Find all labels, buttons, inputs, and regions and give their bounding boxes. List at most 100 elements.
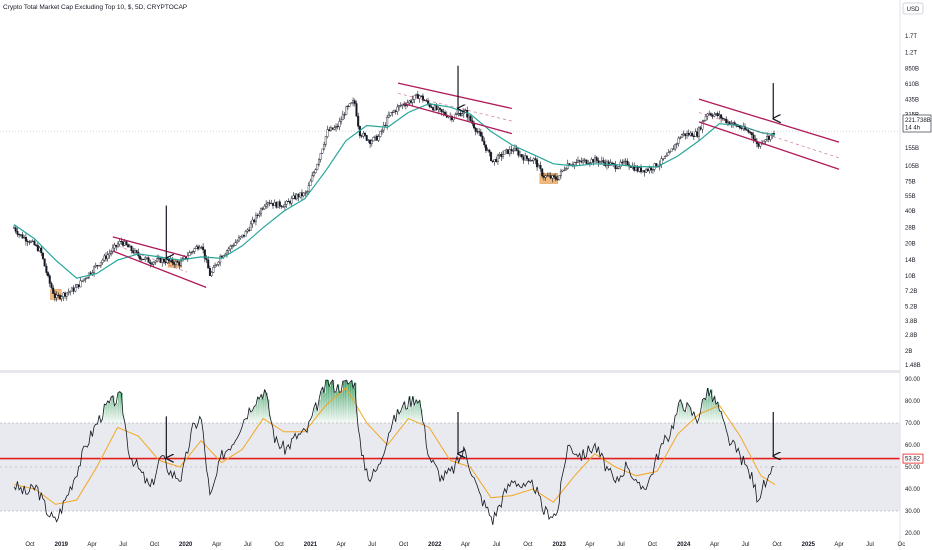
candle-body — [415, 94, 418, 97]
time-axis[interactable]: Oct 2019 Apr Jul Oct 2020 Apr Jul Oct 2021 Apr Jul O… — [25, 542, 905, 548]
candle-body — [168, 259, 171, 262]
channel-mid-line[interactable] — [698, 112, 840, 159]
channel-lower-line[interactable] — [112, 250, 207, 289]
channel-upper-line[interactable] — [698, 98, 840, 143]
candle-body — [128, 245, 131, 248]
candle-body — [561, 169, 564, 172]
candle-body — [263, 206, 266, 210]
candle-body — [197, 246, 200, 250]
candle-body — [519, 154, 522, 156]
candle-body — [704, 115, 707, 121]
price-arrows — [166, 65, 773, 259]
time-tick-label: Oc — [898, 542, 906, 548]
time-tick-label: Apr — [87, 542, 96, 548]
candle-body — [384, 124, 387, 126]
candle-body — [321, 148, 324, 154]
candle-body — [319, 153, 322, 160]
candle-body — [94, 265, 97, 268]
candle-body — [498, 154, 501, 156]
candle-body — [357, 115, 360, 127]
candle-body — [442, 111, 445, 113]
candle-body — [191, 251, 194, 253]
panel-separator[interactable] — [0, 370, 900, 373]
candle-body — [280, 205, 283, 207]
candle-body — [377, 136, 380, 141]
channel-upper-line[interactable] — [112, 236, 188, 258]
candle-body — [81, 280, 84, 282]
candle-body — [643, 170, 646, 173]
candle-body — [435, 105, 438, 110]
candle-body — [413, 95, 416, 100]
candle-body — [331, 127, 334, 130]
time-tick-label: 2024 — [677, 542, 691, 548]
candle-body — [418, 95, 421, 99]
time-tick-label: Jul — [368, 542, 376, 548]
price-tick-label: 155B — [905, 146, 919, 152]
candle-body — [69, 290, 72, 293]
candle-body — [600, 160, 603, 162]
candle-body — [680, 134, 683, 138]
candle-body — [297, 194, 300, 198]
candle-body — [64, 292, 67, 297]
candle-body — [256, 214, 259, 216]
candle-body — [345, 106, 348, 116]
candle-body — [19, 234, 22, 236]
channel-lower-line[interactable] — [698, 121, 840, 170]
candle-body — [350, 102, 353, 104]
candle-body — [275, 202, 278, 208]
rsi-overbought-fill — [99, 380, 725, 423]
time-tick-label: Apr — [710, 542, 719, 548]
candle-body — [171, 258, 174, 264]
trend-channels[interactable] — [112, 82, 840, 289]
candle-body — [401, 104, 404, 106]
candle-body — [93, 266, 96, 274]
candle-body — [622, 161, 625, 164]
currency-button[interactable] — [902, 2, 924, 15]
candle-body — [239, 236, 242, 239]
candle-body — [701, 121, 704, 130]
time-tick-label: Apr — [461, 542, 470, 548]
candle-body — [326, 129, 329, 137]
channel-mid-line[interactable] — [112, 243, 188, 273]
candle-body — [553, 175, 556, 177]
candle-body — [340, 119, 343, 122]
candle-body — [254, 214, 257, 222]
candle-body — [493, 159, 496, 162]
candle-body — [634, 167, 637, 171]
candle-body — [532, 158, 535, 161]
candle-body — [597, 160, 600, 163]
candle-body — [106, 254, 109, 259]
candle-body — [178, 262, 181, 266]
candle-body — [684, 133, 687, 137]
candle-body — [67, 291, 70, 294]
candle-body — [486, 149, 489, 151]
candle-body — [459, 112, 462, 117]
candle-body — [764, 139, 767, 142]
channel-upper-line[interactable] — [397, 82, 513, 110]
time-tick-label: Apr — [585, 542, 594, 548]
candle-body — [295, 194, 298, 200]
candle-body — [641, 170, 644, 173]
candle-body — [565, 168, 568, 171]
time-tick-label: Oct — [523, 542, 533, 548]
candle-body — [575, 161, 578, 163]
candle-body — [720, 114, 723, 119]
candle-body — [193, 248, 196, 252]
channel-mid-line[interactable] — [397, 92, 512, 122]
candle-body — [379, 131, 382, 137]
candle-body — [539, 165, 542, 170]
candle-body — [188, 252, 191, 257]
candle-body — [725, 118, 728, 124]
candle-body — [551, 175, 554, 179]
channel-lower-line[interactable] — [403, 102, 513, 135]
highlight-box[interactable] — [50, 289, 62, 300]
candle-body — [103, 255, 106, 261]
candle-body — [481, 135, 484, 142]
candle-body — [212, 267, 215, 273]
time-tick-label: Jul — [866, 542, 874, 548]
candle-body — [195, 246, 198, 249]
candle-body — [766, 136, 769, 140]
candle-body — [65, 292, 68, 297]
candle-body — [769, 135, 772, 140]
